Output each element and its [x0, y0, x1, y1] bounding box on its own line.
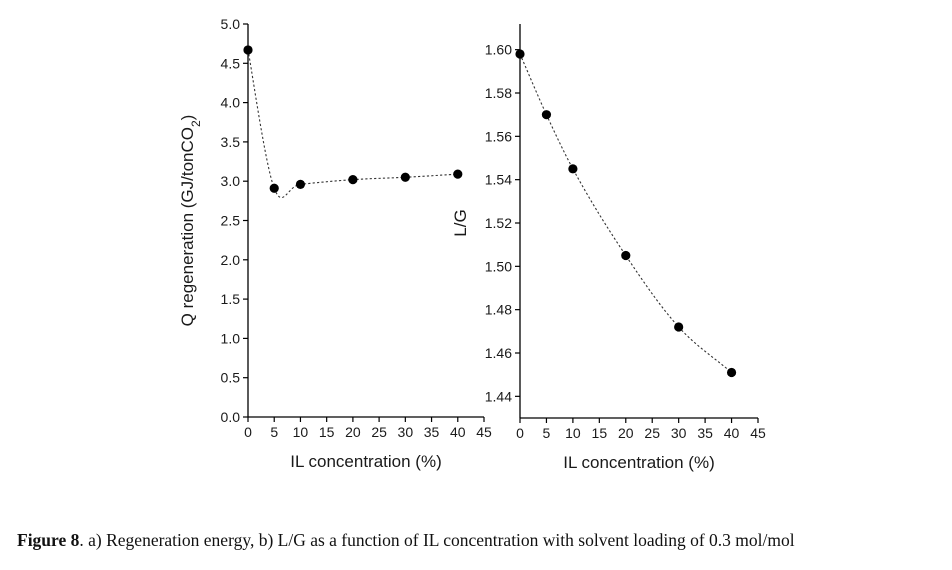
y-tick-label: 3.0: [221, 173, 241, 189]
data-point: [726, 367, 737, 378]
y-axis-title-close: ): [178, 115, 197, 121]
x-axis-title: IL concentration (%): [290, 452, 442, 471]
x-tick-label: 25: [371, 424, 387, 440]
x-tick-label: 30: [671, 425, 687, 441]
x-tick-label: 25: [644, 425, 660, 441]
x-tick-label: 20: [618, 425, 634, 441]
data-point: [348, 175, 358, 185]
x-tick-label: 5: [543, 425, 551, 441]
y-tick-label: 1.50: [485, 258, 512, 274]
y-tick-label: 4.0: [221, 95, 241, 111]
y-tick-label: 1.0: [221, 330, 241, 346]
x-tick-label: 15: [319, 424, 335, 440]
chart-a-regeneration-energy: 0 5 10 15 20 25 30 35 40 45 0.0 0.5 1.0 1.5 2.0 2.5 3.0 3…: [178, 16, 492, 471]
figure-caption: Figure 8. a) Regeneration energy, b) L/G…: [17, 530, 947, 551]
series-curve: [519, 53, 732, 373]
y-axis-title: Q regeneration (GJ/tonCO2): [178, 115, 203, 327]
figure-charts: 0 5 10 15 20 25 30 35 40 450.00.51.01.52.02.53.03…: [178, 16, 766, 472]
x-tick-label: 5: [270, 424, 278, 440]
y-tick-label: 5.0: [221, 16, 241, 32]
y-tick-label: 0.5: [221, 370, 241, 386]
x-tick-label: 35: [697, 425, 713, 441]
x-tick-label: 45: [750, 425, 766, 441]
data-point: [295, 179, 306, 189]
x-tick-label: 35: [424, 424, 440, 440]
data-point: [541, 110, 552, 120]
y-axis-title-subscript: 2: [189, 120, 203, 127]
y-tick-label: 2.0: [221, 252, 241, 268]
y-axis-title: L/G: [451, 209, 470, 236]
data-point: [621, 250, 631, 261]
chart-b-liquid-gas-ratio: 0 5 10 15 20 25 30 35 40 45 1.44 1.46 1.48 1.50 1.52 1.…: [451, 24, 766, 472]
y-tick-label: 3.5: [221, 134, 241, 150]
data-point: [243, 45, 253, 55]
data-point: [568, 164, 578, 174]
y-tick-label: 2.5: [221, 213, 241, 229]
data-point: [515, 49, 525, 59]
data-point: [453, 169, 463, 179]
caption-text: . a) Regeneration energy, b) L/G as a fu…: [79, 530, 795, 550]
y-tick-label: 4.5: [221, 55, 241, 71]
y-tick-label: 1.48: [485, 302, 512, 318]
y-tick-label: 1.46: [485, 345, 512, 361]
x-tick-label: 40: [724, 425, 740, 441]
x-tick-label: 0: [244, 424, 252, 440]
x-tick-label: 0: [516, 425, 524, 441]
x-tick-label: 45: [476, 424, 492, 440]
x-tick-label: 30: [398, 424, 414, 440]
y-tick-label: 1.44: [485, 388, 512, 404]
x-tick-label: 10: [565, 425, 581, 441]
x-axis-title: IL concentration (%): [563, 453, 715, 472]
caption-label: Figure 8: [17, 530, 80, 550]
data-point: [269, 183, 279, 193]
y-tick-label: 0.0: [221, 409, 241, 425]
data-point: [674, 322, 684, 332]
x-tick-label: 40: [450, 424, 466, 440]
y-tick-label: 1.56: [485, 128, 512, 144]
x-tick-label: 10: [293, 424, 309, 440]
y-tick-label: 1.60: [485, 42, 512, 58]
y-tick-label: 1.54: [485, 172, 512, 188]
data-point: [400, 172, 410, 182]
x-tick-label: 20: [345, 424, 361, 440]
x-tick-label: 15: [592, 425, 608, 441]
y-tick-label: 1.5: [221, 291, 241, 307]
y-tick-label: 1.58: [485, 85, 512, 101]
y-tick-label: 1.52: [485, 215, 512, 231]
y-axis-title-main: Q regeneration (GJ/tonCO: [178, 127, 197, 326]
